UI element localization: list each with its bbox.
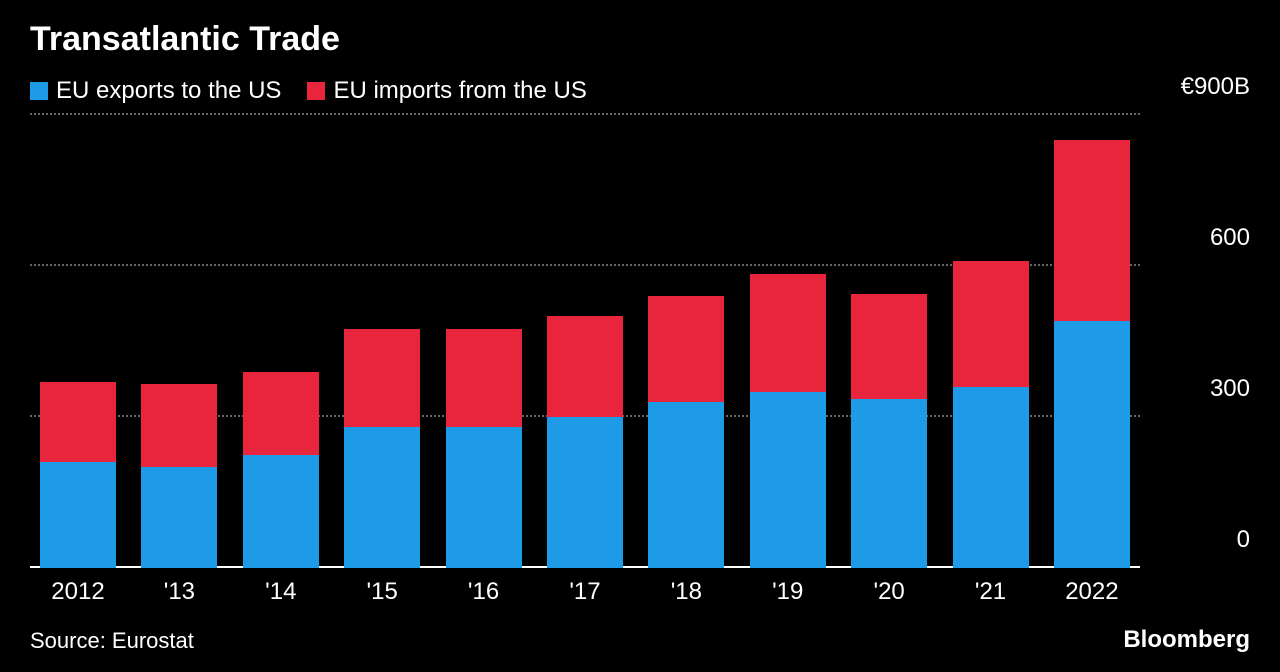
bar-segment-imports	[1054, 140, 1130, 321]
bar-segment-imports	[547, 316, 623, 417]
x-tick-label: '16	[446, 578, 522, 606]
bar-segment-exports	[243, 455, 319, 568]
bar-segment-imports	[851, 294, 927, 400]
x-tick-label: '21	[953, 578, 1029, 606]
bar-segment-exports	[648, 402, 724, 568]
bar-segment-imports	[750, 274, 826, 392]
legend-item-exports: EU exports to the US	[30, 77, 281, 105]
legend-label-exports: EU exports to the US	[56, 77, 281, 105]
plot-area	[30, 115, 1140, 568]
legend-item-imports: EU imports from the US	[307, 77, 586, 105]
bar-group	[40, 115, 116, 568]
bar-segment-imports	[953, 261, 1029, 387]
x-tick-label: '13	[141, 578, 217, 606]
plot-wrap: 0300600€900B	[30, 115, 1250, 568]
legend: EU exports to the US EU imports from the…	[30, 77, 1250, 105]
bar-group	[446, 115, 522, 568]
legend-swatch-imports	[307, 82, 325, 100]
bar-group	[547, 115, 623, 568]
source-text: Source: Eurostat	[30, 628, 194, 654]
bar-segment-exports	[446, 427, 522, 568]
bar-segment-imports	[141, 384, 217, 467]
x-tick-label: '17	[547, 578, 623, 606]
legend-label-imports: EU imports from the US	[333, 77, 586, 105]
bars	[30, 115, 1140, 568]
bar-group	[648, 115, 724, 568]
bar-group	[243, 115, 319, 568]
legend-swatch-exports	[30, 82, 48, 100]
x-tick-label: '18	[648, 578, 724, 606]
brand-text: Bloomberg	[1123, 626, 1250, 654]
bar-group	[953, 115, 1029, 568]
chart-title: Transatlantic Trade	[30, 20, 1250, 59]
bar-segment-imports	[40, 382, 116, 463]
bar-segment-imports	[648, 296, 724, 402]
x-axis: 2012 '13 '14 '15 '16 '17 '18 '19 '20 '21 2022	[30, 568, 1140, 606]
bar-group	[851, 115, 927, 568]
bar-segment-exports	[547, 417, 623, 568]
bar-segment-imports	[243, 372, 319, 455]
x-tick-label: 2012	[40, 578, 116, 606]
bar-segment-exports	[40, 462, 116, 568]
bar-segment-exports	[851, 399, 927, 568]
x-tick-label: 2022	[1054, 578, 1130, 606]
bar-segment-exports	[953, 387, 1029, 568]
bar-group	[1054, 115, 1130, 568]
bar-group	[141, 115, 217, 568]
x-tick-label: '19	[750, 578, 826, 606]
x-tick-label: '15	[344, 578, 420, 606]
y-tick-label: 600	[1210, 224, 1250, 252]
y-axis: 0300600€900B	[1140, 115, 1250, 568]
bar-segment-imports	[446, 329, 522, 427]
bar-segment-exports	[141, 467, 217, 568]
x-tick-label: '20	[851, 578, 927, 606]
bar-segment-exports	[344, 427, 420, 568]
y-tick-label: €900B	[1181, 73, 1250, 101]
bar-segment-exports	[750, 392, 826, 568]
y-tick-label: 300	[1210, 375, 1250, 403]
footer: Source: Eurostat Bloomberg	[30, 626, 1250, 654]
chart-container: Transatlantic Trade EU exports to the US…	[0, 0, 1280, 672]
bar-group	[344, 115, 420, 568]
bar-segment-exports	[1054, 321, 1130, 568]
bar-segment-imports	[344, 329, 420, 427]
x-tick-label: '14	[243, 578, 319, 606]
y-tick-label: 0	[1237, 526, 1250, 554]
bar-group	[750, 115, 826, 568]
